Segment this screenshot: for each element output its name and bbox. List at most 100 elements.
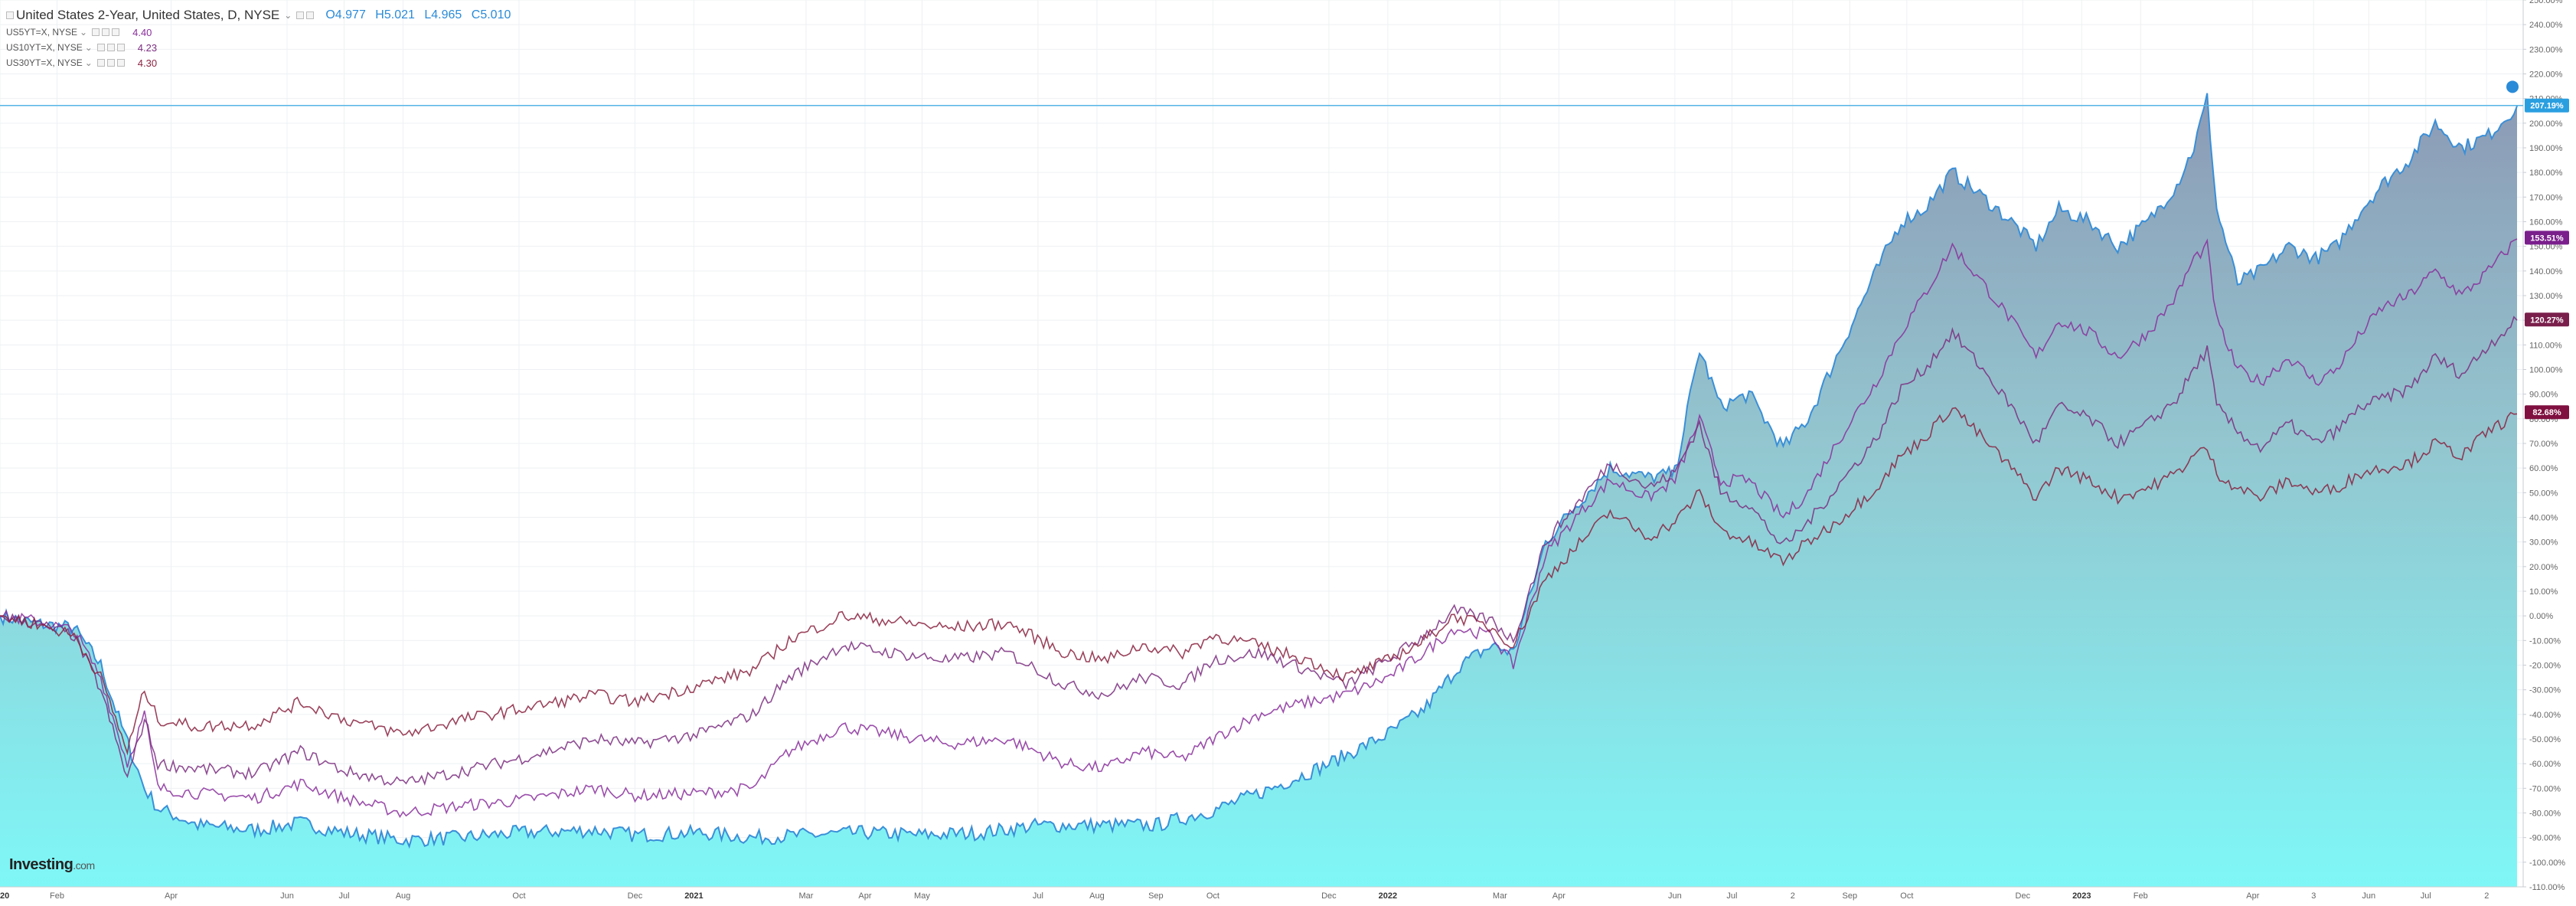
settings-icon[interactable] [106, 59, 115, 67]
y-tick-label: 70.00% [2529, 440, 2558, 449]
x-tick-label: Dec [628, 891, 643, 901]
last-value-badge [2525, 405, 2569, 420]
investing-logo: Investing.com [9, 856, 95, 874]
y-tick-label: -90.00% [2529, 834, 2561, 843]
y-tick-label: 200.00% [2529, 119, 2563, 129]
legend-row-us5y[interactable]: US5YT=X, NYSE ⌄ 4.40 [6, 25, 517, 40]
x-tick-label: Jun [280, 891, 294, 901]
y-tick-label: -70.00% [2529, 784, 2561, 793]
x-tick-label: May [914, 891, 930, 901]
y-tick-label: -30.00% [2529, 686, 2561, 695]
y-tick-label: 100.00% [2529, 366, 2563, 375]
y-tick-label: 250.00% [2529, 0, 2563, 5]
price-axis: -110.00% -100.00% -90.00% -80.00% -70.00% -60… [2522, 0, 2565, 892]
visibility-icon[interactable] [96, 44, 105, 51]
series-value: 4.40 [132, 26, 152, 38]
y-tick-label: -80.00% [2529, 810, 2561, 819]
high-label: H [375, 8, 384, 21]
x-tick-label: Oct [512, 891, 525, 901]
logo-suffix: .com [73, 859, 95, 872]
close-icon[interactable] [112, 28, 120, 36]
main-series-legend[interactable]: United States 2-Year, United States, D, … [6, 6, 517, 25]
low-value: 4.965 [431, 8, 462, 21]
y-tick-label: 140.00% [2529, 267, 2563, 276]
series-menu-chevron-icon[interactable]: ⌄ [84, 42, 93, 53]
x-tick-label: Apr [2246, 891, 2259, 901]
collapse-icon[interactable] [6, 11, 14, 19]
last-value-label: 153.51% [2530, 234, 2564, 243]
x-tick-label: 2021 [684, 891, 703, 901]
main-series-title: United States 2-Year, United States, D, … [16, 8, 280, 22]
close-value: 5.010 [480, 8, 511, 21]
x-tick-label: Aug [396, 891, 411, 901]
series-menu-chevron-icon[interactable]: ⌄ [80, 27, 88, 38]
y-tick-label: 160.00% [2529, 218, 2563, 227]
x-tick-label: 2023 [2072, 891, 2091, 901]
low-label: L [424, 8, 432, 21]
y-tick-label: 180.00% [2529, 168, 2563, 178]
series-line-us10ytx [0, 316, 2518, 786]
high-value: 5.021 [384, 8, 415, 21]
y-tick-label: -40.00% [2529, 711, 2561, 720]
x-tick-label: Apr [858, 891, 871, 901]
close-label: C [471, 8, 481, 21]
x-tick-label: Sep [1843, 891, 1858, 901]
series-menu-chevron-icon[interactable]: ⌄ [84, 57, 93, 68]
settings-icon[interactable] [106, 44, 115, 51]
visibility-icon[interactable] [96, 59, 105, 67]
visibility-icon[interactable] [92, 28, 100, 36]
series-name: US5YT=X, NYSE [6, 27, 78, 38]
time-axis: 2020 Feb Apr Jun Jul Aug Oct Dec 2021 Mar Apr May Ju… [0, 886, 2523, 901]
x-tick-label: Dec [1321, 891, 1337, 901]
settings-icon[interactable] [296, 11, 305, 19]
series-line-us5ytx [0, 238, 2518, 819]
y-tick-label: 40.00% [2529, 514, 2558, 523]
x-tick-label: 2022 [1379, 891, 1397, 901]
x-tick-label: Jul [2421, 891, 2431, 901]
last-value-label: 207.19% [2530, 102, 2564, 111]
y-tick-label: 230.00% [2529, 45, 2563, 54]
series-menu-chevron-icon[interactable]: ⌄ [284, 10, 292, 21]
y-tick-label: -50.00% [2529, 735, 2561, 744]
y-tick-label: 50.00% [2529, 489, 2558, 498]
y-tick-label: -60.00% [2529, 760, 2561, 769]
x-tick-label: 2020 [0, 891, 9, 901]
y-tick-label: 240.00% [2529, 21, 2563, 30]
y-tick-label: 170.00% [2529, 193, 2563, 202]
x-tick-label: Oct [1900, 891, 1913, 901]
close-icon[interactable] [116, 59, 125, 67]
x-tick-label: Feb [50, 891, 64, 901]
last-value-badge [2525, 231, 2569, 245]
y-tick-label: -110.00% [2529, 883, 2565, 892]
y-tick-label: -10.00% [2529, 636, 2561, 646]
legend-row-us30y[interactable]: US30YT=X, NYSE ⌄ 4.30 [6, 55, 517, 70]
y-tick-label: 60.00% [2529, 464, 2558, 473]
x-tick-label: 3 [2311, 891, 2316, 901]
chart-legend: United States 2-Year, United States, D, … [6, 6, 517, 70]
x-tick-label: Mar [1493, 891, 1507, 901]
x-tick-label: Aug [1089, 891, 1105, 901]
legend-row-us10y[interactable]: US10YT=X, NYSE ⌄ 4.23 [6, 40, 517, 55]
series-line-us30ytx [0, 407, 2518, 756]
close-icon[interactable] [306, 11, 315, 19]
x-tick-label: Jul [1726, 891, 1737, 901]
last-value-label: 82.68% [2532, 408, 2561, 417]
y-tick-label: 10.00% [2529, 587, 2558, 597]
y-tick-label: 20.00% [2529, 563, 2558, 572]
settings-icon[interactable] [102, 28, 110, 36]
y-tick-label: 190.00% [2529, 144, 2563, 153]
last-value-label: 120.27% [2530, 316, 2564, 325]
y-tick-label: -20.00% [2529, 662, 2561, 671]
y-tick-label: 110.00% [2529, 341, 2562, 350]
open-label: O [325, 8, 335, 21]
y-tick-label: -100.00% [2529, 859, 2565, 868]
ohlc-values: O4.977 H5.021 L4.965 C5.010 [325, 8, 517, 22]
y-tick-label: 130.00% [2529, 292, 2563, 301]
x-tick-label: Dec [2016, 891, 2031, 901]
last-value-badge [2525, 312, 2569, 327]
close-icon[interactable] [116, 44, 125, 51]
x-tick-label: Jul [1033, 891, 1043, 901]
y-tick-label: 30.00% [2529, 538, 2558, 548]
x-tick-label: Oct [1206, 891, 1219, 901]
